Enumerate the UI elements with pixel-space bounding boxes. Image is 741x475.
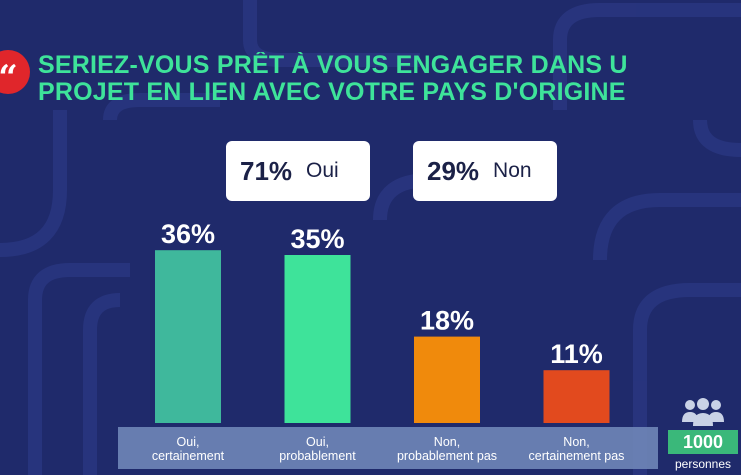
- bar-value-label-1: 36%: [161, 219, 215, 249]
- category-label-1-line-2: certainement: [152, 449, 225, 463]
- sample-size-badge: 1000 personnes: [668, 430, 738, 475]
- category-label-3-line-1: Non,: [434, 435, 460, 449]
- bar-3: [414, 336, 480, 423]
- people-icon: [682, 398, 724, 426]
- bar-value-label-2: 35%: [290, 224, 344, 254]
- category-label-1-line-1: Oui,: [177, 435, 200, 449]
- bar-4: [543, 370, 610, 423]
- sample-size-count: 1000: [668, 430, 738, 454]
- sample-size-label: personnes: [674, 457, 732, 471]
- summary-oui-percent: 71%: [240, 155, 293, 186]
- summary-non-label: Non: [493, 159, 532, 182]
- page-title: SERIEZ-VOUS PRÊT À VOUS ENGAGER DANS U P…: [38, 52, 741, 106]
- title-line-2: PROJET EN LIEN AVEC VOTRE PAYS D'ORIGINE: [38, 78, 626, 106]
- summary-non-percent: 29%: [427, 155, 480, 186]
- category-label-4-line-2: certainement pas: [529, 449, 625, 463]
- bar-value-label-3: 18%: [420, 306, 474, 336]
- category-label-2-line-2: probablement: [279, 449, 356, 463]
- category-label-band: [118, 427, 658, 469]
- bar-value-label-4: 11%: [550, 339, 603, 369]
- summary-non-box: 29% Non: [413, 141, 557, 201]
- category-label-3-line-2: probablement pas: [397, 449, 497, 463]
- bar-1: [155, 250, 221, 423]
- summary-oui-box: 71% Oui: [226, 141, 370, 201]
- title-line-1: SERIEZ-VOUS PRÊT À VOUS ENGAGER DANS U: [38, 52, 628, 79]
- summary-oui-label: Oui: [306, 159, 339, 182]
- category-label-2-line-1: Oui,: [306, 435, 329, 449]
- bar-2: [284, 255, 351, 423]
- category-label-4-line-1: Non,: [563, 435, 589, 449]
